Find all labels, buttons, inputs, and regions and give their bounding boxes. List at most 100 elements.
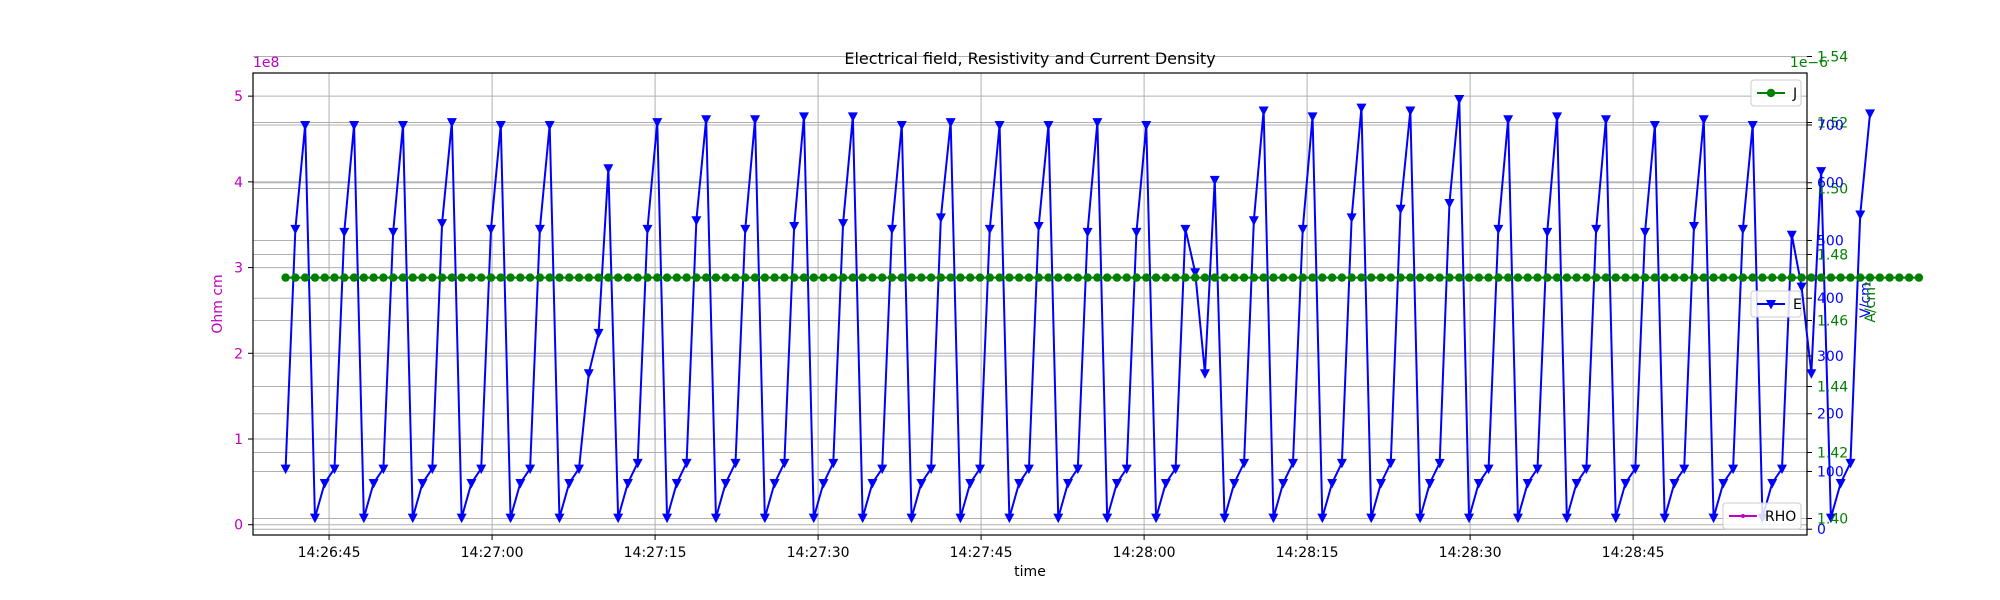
j-point — [1161, 273, 1171, 282]
e-point — [1111, 479, 1122, 489]
j-point — [1122, 273, 1131, 282]
e-point — [779, 458, 790, 469]
e-point — [955, 513, 966, 524]
j-point — [721, 273, 730, 282]
j-point — [858, 273, 867, 282]
e-point — [1219, 513, 1230, 524]
j-point — [887, 273, 897, 282]
j-tick-label: 1.54 — [1817, 50, 1848, 66]
j-point — [1014, 273, 1024, 282]
e-point — [710, 513, 721, 524]
e-point — [632, 458, 643, 469]
j-point — [829, 273, 838, 282]
e-point — [1865, 109, 1876, 119]
j-point — [1856, 273, 1865, 282]
j-point — [1474, 273, 1484, 282]
j-point — [1738, 273, 1748, 282]
j-point — [1572, 273, 1581, 282]
j-point — [1249, 273, 1259, 282]
e-point — [1346, 213, 1357, 223]
j-point — [1151, 273, 1161, 282]
e-point — [1356, 103, 1367, 114]
rho-tick-label: 5 — [234, 89, 243, 105]
j-point — [1807, 273, 1816, 282]
j-point — [1367, 273, 1376, 282]
j-point — [1728, 273, 1738, 282]
j-point — [418, 273, 427, 282]
e-point — [358, 513, 369, 524]
j-point — [897, 273, 906, 282]
e-point — [1121, 464, 1132, 475]
e-point — [1493, 224, 1504, 235]
e-point — [1053, 513, 1064, 524]
j-point — [369, 273, 378, 282]
e-point — [975, 464, 986, 475]
e-point — [1141, 120, 1152, 131]
e-point — [838, 219, 849, 229]
e-point — [1297, 224, 1308, 235]
j-point — [1885, 273, 1894, 282]
series-e — [280, 94, 1876, 524]
j-point — [1288, 273, 1298, 282]
e-point — [1552, 112, 1563, 122]
e-point — [1610, 513, 1621, 524]
e-point — [759, 513, 770, 524]
plot-frame — [252, 72, 1808, 536]
j-point — [946, 273, 955, 282]
j-point — [956, 273, 965, 282]
e-point — [290, 224, 301, 235]
e-point — [1327, 479, 1338, 489]
j-point — [1846, 273, 1855, 282]
e-point — [1170, 464, 1181, 475]
j-point — [1895, 273, 1904, 282]
j-point — [1777, 273, 1787, 282]
e-point — [1640, 227, 1651, 238]
e-point — [456, 513, 467, 524]
e-point — [1434, 458, 1445, 469]
e-point — [1131, 227, 1142, 238]
e-point — [1464, 513, 1475, 524]
e-point — [1072, 464, 1083, 475]
e-point — [984, 224, 995, 235]
e-point — [1151, 513, 1162, 524]
e-point — [642, 224, 653, 235]
chart-title: Electrical field, Resistivity and Curren… — [844, 49, 1215, 68]
e-point — [1688, 222, 1699, 232]
x-tick-label: 14:26:45 — [298, 545, 361, 561]
e-point — [1033, 222, 1044, 232]
j-point — [1445, 273, 1454, 282]
j-point — [1034, 273, 1043, 282]
x-tick-label: 14:27:45 — [950, 545, 1013, 561]
legend-label: RHO — [1765, 509, 1796, 525]
x-tick-label: 14:28:00 — [1113, 545, 1176, 561]
e-point — [466, 479, 477, 489]
e-point — [1415, 513, 1426, 524]
j-point — [966, 273, 975, 282]
e-point — [1796, 282, 1807, 293]
e-point — [1023, 464, 1034, 475]
e-point — [1600, 115, 1611, 125]
e-point — [1063, 479, 1074, 489]
j-point — [1327, 273, 1337, 282]
e-point — [1522, 479, 1533, 489]
j-point — [1601, 273, 1611, 282]
j-point — [1826, 273, 1836, 282]
j-point — [1748, 273, 1757, 282]
j-point — [1425, 273, 1435, 282]
e-point — [1385, 458, 1396, 469]
j-point — [535, 273, 545, 282]
e-point — [1278, 479, 1289, 489]
e-point — [427, 464, 438, 475]
e-point — [1708, 513, 1719, 524]
series-j — [281, 273, 1924, 282]
e-tick-label: 700 — [1817, 118, 1844, 134]
j-point — [682, 273, 691, 282]
e-point — [1561, 513, 1572, 524]
j-point — [388, 273, 398, 282]
j-point — [496, 273, 505, 282]
e-point — [1082, 227, 1093, 238]
e-point — [593, 328, 604, 339]
rho-tick-label: 3 — [234, 261, 243, 277]
j-point — [428, 273, 437, 282]
j-point — [545, 273, 554, 282]
